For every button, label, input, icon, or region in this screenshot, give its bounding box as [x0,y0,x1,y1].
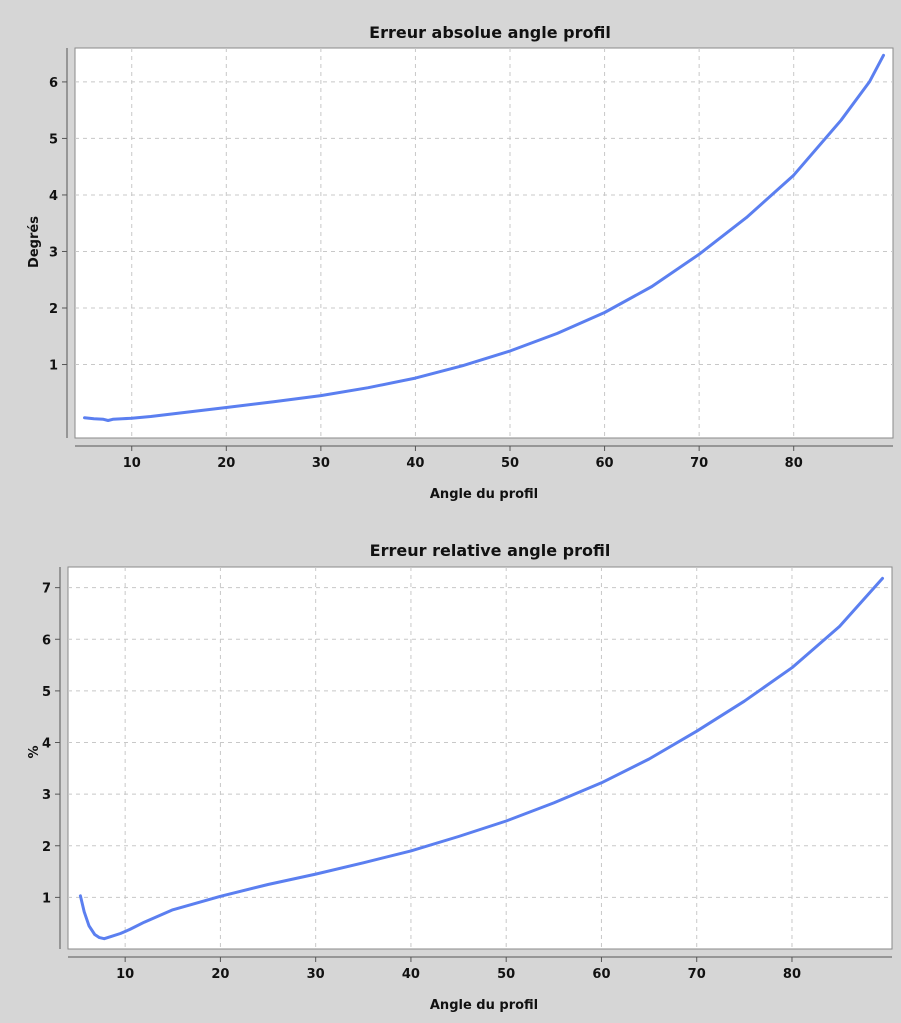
x-tick-label: 30 [307,967,325,982]
y-axis-label: % [27,745,42,758]
x-tick-label: 10 [123,456,141,471]
x-tick-label: 80 [783,967,801,982]
x-axis-label: Angle du profil [430,487,538,502]
x-tick-label: 50 [497,967,515,982]
y-tick-label: 7 [42,582,51,597]
x-tick-label: 70 [690,456,708,471]
plot-area [68,567,892,949]
y-tick-label: 6 [42,633,51,648]
x-tick-label: 50 [501,456,519,471]
y-tick-label: 3 [49,245,58,260]
y-tick-labels: 1 2 3 4 5 6 [49,76,58,374]
y-tick-label: 5 [42,685,51,700]
y-tick-label: 6 [49,76,58,91]
x-tick-label: 20 [211,967,229,982]
y-tick-label: 1 [42,891,51,906]
y-tick-label: 1 [49,359,58,374]
x-tick-label: 60 [596,456,614,471]
plot-area [75,48,893,438]
y-tick-labels: 1 2 3 4 5 6 7 [42,582,51,907]
x-tick-label: 60 [592,967,610,982]
x-tick-label: 70 [688,967,706,982]
x-tick-label: 20 [217,456,235,471]
x-tick-label: 10 [116,967,134,982]
chart-absolute-error: Erreur absolue angle profil 10 20 30 40 50 60… [27,23,893,502]
x-tick-label: 30 [312,456,330,471]
chart-relative-error: Erreur relative angle profil 10 20 30 40 50 6… [27,541,892,1013]
chart-title: Erreur relative angle profil [370,541,611,560]
x-tick-label: 40 [402,967,420,982]
y-axis-label: Degrés [27,216,42,268]
x-tick-labels: 10 20 30 40 50 60 70 80 [116,967,801,982]
y-tick-label: 2 [49,302,58,317]
x-tick-labels: 10 20 30 40 50 60 70 80 [123,456,803,471]
chart-title: Erreur absolue angle profil [369,23,611,42]
y-tick-label: 4 [49,189,58,204]
y-tick-label: 5 [49,132,58,147]
y-tick-label: 3 [42,788,51,803]
x-tick-label: 40 [406,456,424,471]
x-tick-label: 80 [785,456,803,471]
x-axis-label: Angle du profil [430,998,538,1013]
y-tick-label: 4 [42,737,51,752]
y-tick-label: 2 [42,840,51,855]
